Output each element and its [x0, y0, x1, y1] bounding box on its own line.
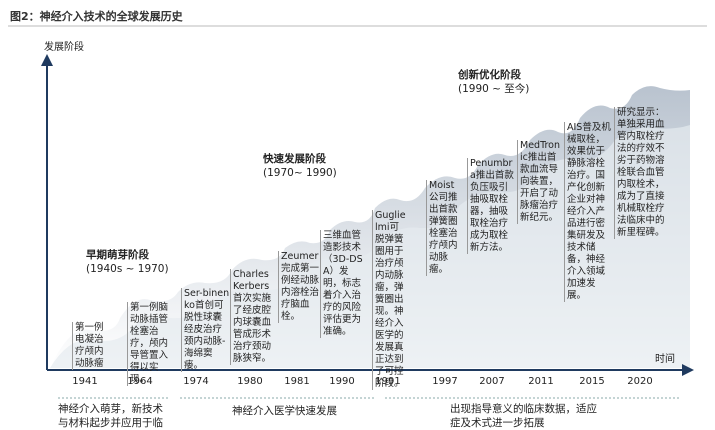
event-text: Zeumer完成第一例经动脉内溶栓治疗脑血栓。	[278, 251, 319, 323]
event-text: Penumbra推出首款负压吸引抽吸取栓器，抽吸取栓治疗成为取栓新方法。	[467, 158, 514, 254]
year-label: 1974	[183, 376, 209, 387]
event-text: MedTronic推出首款血流导向装置，开启了动脉瘤治疗新纪元。	[517, 140, 562, 224]
event-text: AIS普及机械取栓，效果优于静脉溶栓治疗。国产化创新企业对神经介入产品进行密集研…	[564, 122, 613, 302]
stage-range: (1970~ 1990)	[263, 167, 337, 179]
stage-range: (1940s ~ 1970)	[86, 263, 169, 275]
event-text: 三维血管造影技术（3D-DSA）发明，标志着介入治疗的风险评估更为准确。	[320, 230, 367, 338]
year-label: 2011	[528, 376, 554, 387]
year-label: 1981	[284, 376, 310, 387]
year-label: 1980	[237, 376, 263, 387]
x-axis-label: 时间	[655, 354, 675, 365]
mountain-back	[50, 125, 690, 368]
period-text: 神经介入萌芽，新技术与材料起步并应用于临床	[58, 403, 163, 429]
y-axis-label: 发展阶段	[44, 42, 84, 53]
year-label: 2007	[479, 376, 505, 387]
year-label: 1964	[127, 376, 153, 387]
year-label: 1997	[432, 376, 458, 387]
year-label: 2015	[579, 376, 605, 387]
x-arrow	[682, 364, 694, 376]
event-text: Charles Kerbers首次实施了经皮腔内球囊血管成形术治疗颈动脉狭窄。	[230, 269, 275, 365]
period-text: 出现指导意义的临床数据，适应症及术式进一步拓展	[450, 403, 597, 429]
year-label: 2020	[627, 376, 653, 387]
year-label: 1991	[375, 376, 401, 387]
year-label: 1990	[329, 376, 355, 387]
event-text: 第一例脑动脉插管栓塞治疗，颅内导管置入得以实现。	[127, 302, 172, 386]
y-arrow	[41, 54, 53, 66]
event-text: 第一例电凝治疗颅内动脉瘤	[72, 322, 107, 370]
event-text: 研究显示：单独采用血管内取栓疗法的疗效不劣于药物溶栓联合血管内取栓术，成为了直接…	[614, 107, 665, 239]
year-label: 1941	[72, 376, 98, 387]
period-text: 神经介入医学快速发展	[232, 405, 337, 417]
event-text: Guglielmi可脱弹簧圈用于治疗颅内动脉瘤，弹簧圈出现。神经介入医学的发展真…	[372, 210, 407, 390]
event-text: Moist公司推出首款弹簧圈栓塞治疗颅内动脉瘤。	[426, 180, 463, 276]
stage-name: 快速发展阶段	[263, 153, 326, 165]
title: 图2：神经介入技术的全球发展历史	[10, 10, 183, 23]
event-text: Ser-binenko首创可脱性球囊经皮治疗颈内动脉-海绵窦瘘。	[181, 288, 230, 372]
stage-name: 早期萌芽阶段	[86, 249, 149, 261]
stage-name: 创新优化阶段	[458, 69, 521, 81]
stage-range: (1990 ~ 至今)	[458, 83, 530, 95]
